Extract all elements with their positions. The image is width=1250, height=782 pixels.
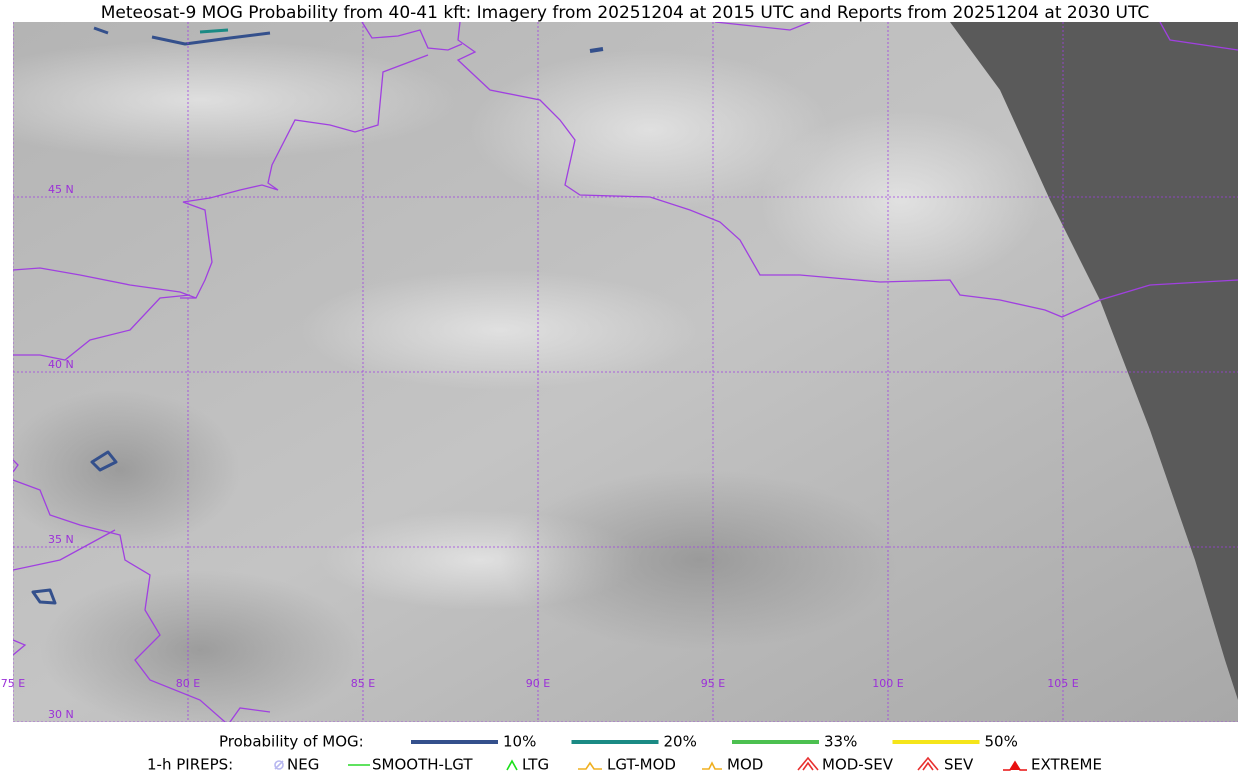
legend-label: EXTREME	[1031, 756, 1102, 774]
legend-label: LTG	[522, 756, 549, 774]
borders	[13, 22, 1238, 722]
lat-label: 30 N	[48, 708, 74, 721]
legend-icon	[702, 761, 722, 770]
legend-label: SEV	[944, 756, 974, 774]
legend-label: 20%	[664, 733, 697, 751]
lon-label: 75 E	[1, 677, 25, 690]
legend-icon	[1003, 760, 1027, 771]
lat-label: 35 N	[48, 533, 74, 546]
legend-label: SMOOTH-LGT	[372, 756, 473, 774]
lon-label: 85 E	[351, 677, 375, 690]
legend-title: 1-h PIREPS:	[147, 756, 233, 774]
lat-label: 45 N	[48, 183, 74, 196]
legend-icon	[578, 761, 602, 770]
legend-label: 33%	[824, 733, 857, 751]
title: Meteosat-9 MOG Probability from 40-41 kf…	[101, 3, 1150, 23]
legend-label: LGT-MOD	[607, 756, 676, 774]
legend-label: 10%	[503, 733, 536, 751]
legend-icon	[274, 760, 284, 770]
legend-label: NEG	[287, 756, 319, 774]
lon-label: 95 E	[701, 677, 725, 690]
legend-label: 50%	[985, 733, 1018, 751]
legend-icon	[506, 759, 518, 771]
map	[13, 22, 1238, 722]
lon-label: 100 E	[872, 677, 903, 690]
lat-label: 40 N	[48, 358, 74, 371]
lon-label: 90 E	[526, 677, 550, 690]
mog-contours	[31, 26, 604, 605]
legend-label: MOD	[727, 756, 763, 774]
legend-icon	[797, 756, 819, 771]
no-data-region	[950, 22, 1238, 700]
lon-label: 80 E	[176, 677, 200, 690]
legend-icon	[917, 756, 939, 771]
legend-title: Probability of MOG:	[219, 733, 364, 751]
legend-label: MOD-SEV	[822, 756, 894, 774]
lon-label: 105 E	[1047, 677, 1078, 690]
